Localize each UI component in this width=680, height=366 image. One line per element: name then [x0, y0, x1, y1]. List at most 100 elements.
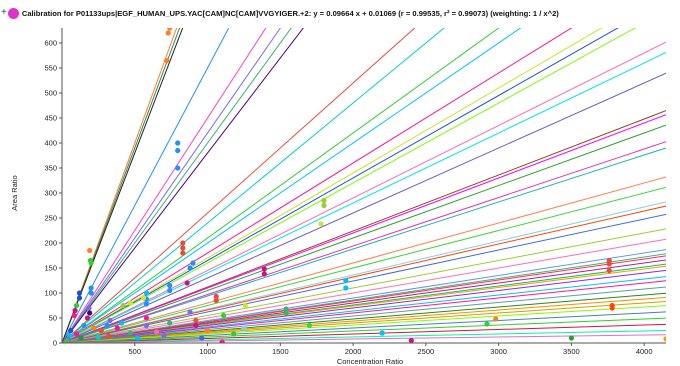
expand-toggle[interactable]: +: [1, 7, 7, 18]
data-point-56: [88, 285, 94, 291]
data-point-32: [283, 310, 289, 316]
data-point-78: [154, 329, 160, 335]
data-point-27: [609, 305, 615, 311]
data-point-83: [199, 335, 205, 341]
chart-title: Calibration for P01133ups|EGF_HUMAN_UPS.…: [21, 8, 559, 18]
data-point-46: [193, 322, 199, 329]
regression-line-12: [62, 28, 522, 343]
data-point-20: [184, 280, 190, 286]
data-point-50: [140, 295, 147, 301]
data-point-54: [104, 322, 110, 329]
regression-line-30: [62, 228, 666, 343]
regression-line-23: [62, 141, 666, 343]
plot-area: [62, 28, 666, 343]
regression-line-2: [62, 28, 181, 343]
data-point-67: [91, 325, 97, 331]
data-point-17: [187, 265, 193, 271]
regression-line-34: [62, 255, 666, 343]
regression-line-41: [62, 286, 666, 343]
x-tick-label: 3500: [563, 347, 580, 356]
data-point-57: [88, 290, 94, 296]
data-point-65: [84, 315, 91, 321]
data-point-42: [167, 282, 173, 289]
regression-line-13: [62, 28, 573, 343]
series-marker-icon: [7, 7, 19, 19]
data-point-34: [493, 316, 499, 322]
data-point-80: [204, 327, 211, 334]
data-point-9: [180, 250, 186, 256]
data-point-71: [63, 338, 69, 343]
regression-line-14: [62, 28, 603, 343]
data-point-48: [127, 300, 134, 306]
regression-line-32: [62, 249, 666, 343]
regression-line-21: [62, 114, 666, 343]
data-point-8: [180, 245, 186, 251]
data-point-62: [71, 312, 77, 319]
regression-line-35: [62, 259, 666, 343]
data-point-10: [87, 247, 93, 254]
regression-line-26: [62, 186, 666, 343]
data-point-52: [114, 325, 120, 331]
data-point-87: [408, 337, 414, 343]
data-point-22: [343, 285, 349, 291]
data-point-44: [167, 320, 173, 326]
data-point-16: [190, 260, 196, 266]
y-tick-label: 50: [49, 314, 57, 323]
data-point-33: [220, 312, 227, 319]
regression-line-39: [62, 276, 666, 343]
data-point-43: [167, 287, 173, 294]
regression-line-18: [62, 52, 666, 343]
data-point-31: [283, 306, 289, 312]
data-point-51: [119, 320, 125, 326]
regression-line-22: [62, 124, 666, 343]
regression-line-38: [62, 269, 666, 343]
data-point-15: [318, 221, 324, 227]
data-point-19: [261, 271, 267, 277]
data-point-35: [484, 321, 490, 327]
regression-line-50: [62, 334, 666, 343]
data-point-7: [180, 240, 186, 246]
y-tick-label: 500: [44, 89, 57, 98]
data-point-13: [321, 197, 327, 204]
y-axis-label: Area Ratio: [10, 175, 19, 210]
regression-line-8: [62, 28, 304, 343]
regression-line-7: [62, 28, 292, 343]
y-tick-label: 100: [44, 289, 57, 298]
data-point-64: [87, 310, 93, 316]
y-tick-label: 400: [44, 139, 57, 148]
data-point-37: [143, 290, 150, 296]
x-axis-label: Concentration Ratio: [337, 357, 403, 366]
regression-line-48: [62, 323, 666, 343]
data-point-74: [95, 334, 101, 340]
data-point-12: [88, 260, 94, 266]
data-point-40: [143, 315, 150, 321]
regression-line-10: [62, 28, 445, 343]
regression-line-31: [62, 238, 666, 343]
data-point-68: [68, 327, 74, 334]
regression-line-16: [62, 28, 637, 343]
data-point-82: [231, 331, 237, 337]
regression-line-24: [62, 147, 666, 343]
data-point-49: [120, 302, 126, 309]
y-tick-label: 150: [44, 264, 57, 273]
data-point-14: [321, 202, 327, 209]
data-point-2: [167, 28, 173, 31]
x-tick-label: 500: [129, 347, 142, 356]
regression-line-25: [62, 176, 666, 343]
chart-header: + Calibration for P01133ups|EGF_HUMAN_UP…: [0, 2, 680, 24]
data-point-72: [73, 331, 80, 337]
data-point-59: [76, 295, 83, 301]
x-tick-label: 3000: [490, 347, 507, 356]
y-tick-label: 300: [44, 189, 57, 198]
regression-line-1: [62, 28, 178, 343]
data-point-61: [72, 307, 78, 314]
y-tick-label: 200: [44, 239, 57, 248]
data-point-58: [76, 290, 83, 296]
data-point-73: [78, 335, 84, 341]
data-point-47: [187, 309, 193, 315]
regression-line-46: [62, 311, 666, 343]
data-point-85: [306, 322, 313, 329]
regression-line-40: [62, 280, 666, 343]
data-point-6: [175, 165, 181, 171]
